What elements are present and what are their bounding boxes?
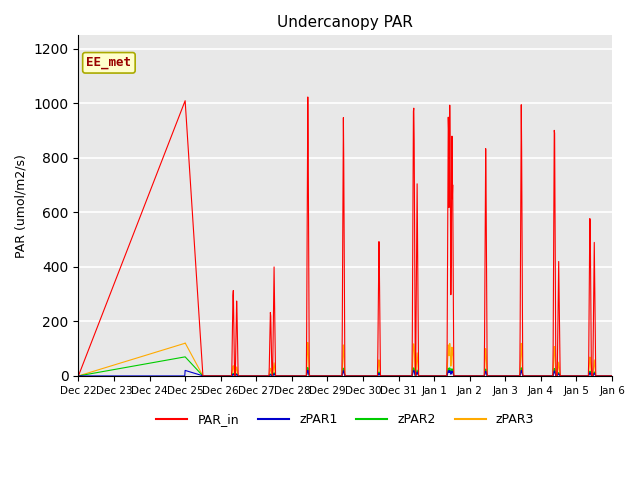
zPAR1 xyxy=(75,373,83,379)
zPAR1 xyxy=(193,371,201,377)
PAR_in xyxy=(75,373,83,379)
PAR_in xyxy=(498,373,506,379)
zPAR3 xyxy=(498,373,506,379)
zPAR3 xyxy=(180,341,188,347)
zPAR2 xyxy=(545,373,552,379)
zPAR2 xyxy=(498,373,506,379)
Line: PAR_in: PAR_in xyxy=(79,97,612,376)
zPAR3 xyxy=(75,373,83,379)
zPAR1 xyxy=(498,373,506,379)
PAR_in xyxy=(304,94,312,100)
Line: zPAR2: zPAR2 xyxy=(79,357,612,376)
zPAR2 xyxy=(180,354,188,360)
zPAR3 xyxy=(193,362,201,368)
Line: zPAR1: zPAR1 xyxy=(79,371,612,376)
zPAR3 xyxy=(608,373,616,379)
zPAR2 xyxy=(253,373,261,379)
PAR_in xyxy=(253,373,260,379)
PAR_in xyxy=(545,373,552,379)
zPAR1 xyxy=(253,373,260,379)
zPAR1 xyxy=(545,373,552,379)
zPAR2 xyxy=(75,373,83,379)
zPAR2 xyxy=(608,373,616,379)
zPAR1 xyxy=(304,368,312,373)
PAR_in xyxy=(193,281,201,287)
PAR_in xyxy=(608,373,616,379)
Text: EE_met: EE_met xyxy=(86,56,131,69)
zPAR3 xyxy=(428,373,436,379)
zPAR2 xyxy=(181,354,189,360)
zPAR1 xyxy=(428,373,436,379)
zPAR3 xyxy=(253,373,260,379)
Line: zPAR3: zPAR3 xyxy=(79,342,612,376)
zPAR1 xyxy=(608,373,616,379)
zPAR2 xyxy=(428,373,436,379)
PAR_in xyxy=(180,101,188,107)
zPAR3 xyxy=(304,339,312,345)
Title: Undercanopy PAR: Undercanopy PAR xyxy=(277,15,413,30)
zPAR2 xyxy=(193,367,201,373)
PAR_in xyxy=(428,373,436,379)
zPAR1 xyxy=(180,373,188,379)
zPAR3 xyxy=(545,373,552,379)
Y-axis label: PAR (umol/m2/s): PAR (umol/m2/s) xyxy=(15,154,28,258)
Legend: PAR_in, zPAR1, zPAR2, zPAR3: PAR_in, zPAR1, zPAR2, zPAR3 xyxy=(151,408,540,431)
